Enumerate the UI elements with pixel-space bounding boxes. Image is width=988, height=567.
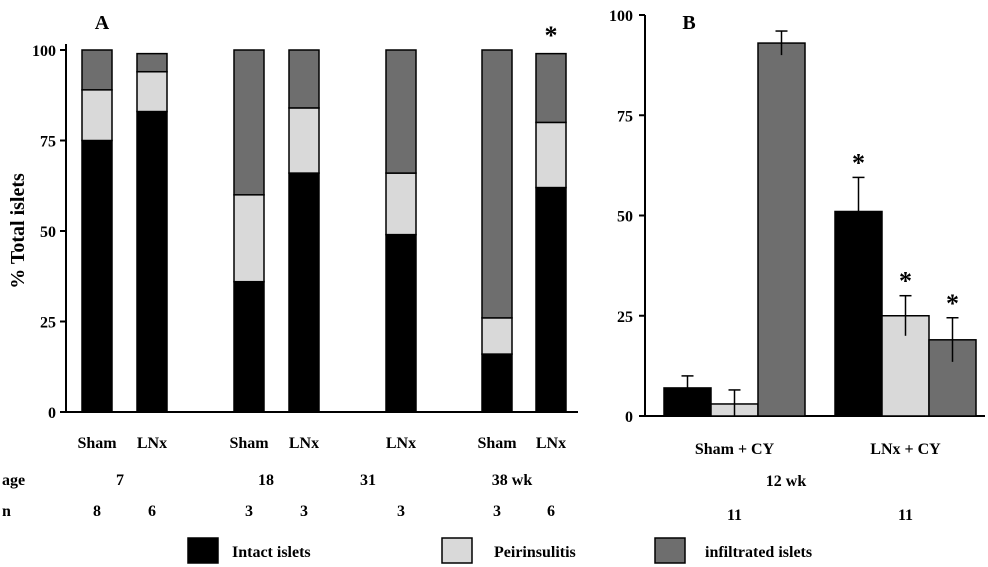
legend-label: infiltrated islets — [705, 544, 812, 561]
panel-a-bar-segment — [233, 280, 265, 413]
panel-b-ytick-label: 0 — [625, 409, 633, 426]
legend-swatch — [187, 537, 219, 564]
panel-a-bar-segment — [288, 172, 320, 413]
panel-a-bar-segment — [385, 49, 417, 174]
panel-b-label: B — [682, 12, 695, 34]
n-row-label: n — [2, 503, 11, 520]
panel-b-ytick-label: 25 — [617, 309, 633, 326]
panel-a-bar-segment — [233, 194, 265, 283]
panel-a-n-value: 3 — [397, 503, 405, 520]
panel-a-ytick-label: 25 — [40, 315, 56, 332]
panel-b-bar — [834, 210, 883, 417]
panel-a-bar-segment — [481, 49, 513, 319]
panel-b-significance-mark: * — [899, 267, 912, 296]
legend-label: Intact islets — [232, 544, 311, 561]
panel-b-age-label: 12 wk — [766, 473, 807, 490]
panel-a-category-label: Sham — [477, 435, 517, 452]
legend-swatch — [441, 537, 473, 564]
panel-a-bar-segment — [136, 52, 168, 73]
panel-b-ytick-label: 50 — [617, 209, 633, 226]
panel-b-category-label: LNx + CY — [870, 441, 941, 458]
panel-a-bar-segment — [385, 172, 417, 236]
panel-a-n-value: 6 — [148, 503, 156, 520]
panel-a-ytick-label: 0 — [48, 405, 56, 422]
panel-a-ytick-label: 75 — [40, 134, 56, 151]
age-row-label: age — [2, 472, 25, 489]
panel-a-n-value: 8 — [93, 503, 101, 520]
panel-b-bar — [757, 42, 806, 417]
panel-a-bar-segment — [481, 353, 513, 413]
panel-a-bar-segment — [288, 49, 320, 109]
panel-b-bar — [663, 387, 712, 417]
legend-swatch — [654, 537, 686, 564]
panel-a-bar-segment — [81, 49, 113, 91]
panel-b-ytick-label: 100 — [609, 8, 633, 25]
panel-a-bar-segment — [535, 186, 567, 413]
panel-a-age-value: 7 — [116, 472, 124, 489]
panel-a-category-label: LNx — [386, 435, 416, 452]
panel-b-ytick-label: 75 — [617, 108, 633, 125]
panel-a-bar-segment — [233, 49, 265, 196]
panel-b-category-label: Sham + CY — [695, 441, 775, 458]
panel-a-bar-segment — [136, 70, 168, 113]
panel-a-category-label: Sham — [77, 435, 117, 452]
panel-b-significance-mark: * — [946, 289, 959, 318]
legend-label: Peirinsulitis — [494, 544, 576, 561]
panel-a-bar-segment — [385, 233, 417, 413]
panel-a-age-value: 31 — [360, 472, 376, 489]
panel-a-ylabel: % Total islets — [7, 173, 29, 289]
panel-a-category-label: LNx — [289, 435, 319, 452]
panel-a-category-label: LNx — [137, 435, 167, 452]
panel-a-ytick-label: 100 — [32, 43, 56, 60]
panel-b-n-value: 11 — [727, 507, 742, 524]
panel-a-category-label: Sham — [229, 435, 269, 452]
panel-a-n-value: 3 — [245, 503, 253, 520]
panel-a-age-value: 38 wk — [492, 472, 533, 489]
panel-a-bar-segment — [535, 52, 567, 124]
panel-a-bar-segment — [81, 89, 113, 142]
panel-a-bar-segment — [81, 139, 113, 413]
panel-a-category-label: LNx — [536, 435, 566, 452]
panel-a-bar-segment — [136, 110, 168, 413]
panel-a-bar-segment — [288, 107, 320, 174]
panel-a-age-value: 18 — [258, 472, 274, 489]
panel-a-n-value: 6 — [547, 503, 555, 520]
panel-a-bar-segment — [481, 317, 513, 355]
panel-b-n-value: 11 — [898, 507, 913, 524]
panel-b-significance-mark: * — [852, 148, 865, 177]
panel-a-n-value: 3 — [300, 503, 308, 520]
panel-a-significance-mark: * — [545, 21, 558, 50]
panel-a-n-value: 3 — [493, 503, 501, 520]
panel-a-bar-segment — [535, 121, 567, 189]
panel-a-ytick-label: 50 — [40, 224, 56, 241]
panel-a-label: A — [95, 12, 110, 34]
